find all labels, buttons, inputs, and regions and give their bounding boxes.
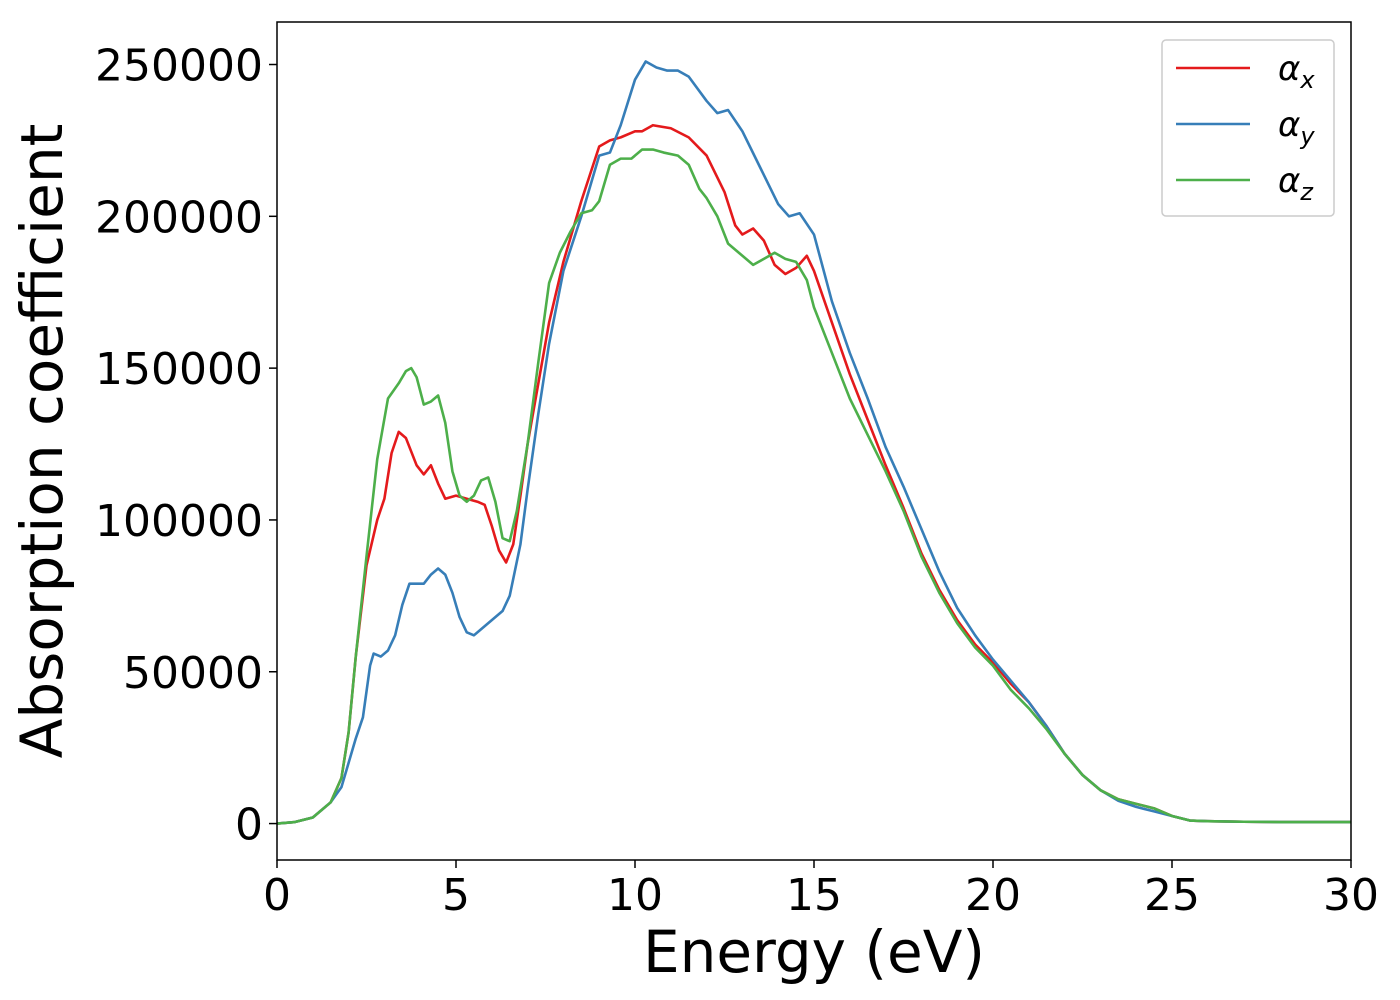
y-tick-label: 50000 — [123, 648, 263, 699]
y-tick-label: 100000 — [95, 496, 263, 547]
series-line-z — [277, 148, 1351, 825]
x-tick-label: 15 — [786, 870, 842, 921]
x-tick-label: 20 — [965, 870, 1021, 921]
x-tick-label: 25 — [1144, 870, 1200, 921]
x-tick-label: 5 — [442, 870, 470, 921]
legend-label-y: αy — [1278, 105, 1315, 150]
series-line-x — [277, 123, 1351, 825]
y-tick-label: 0 — [235, 800, 263, 851]
x-tick-label: 10 — [607, 870, 663, 921]
series-line-y — [277, 60, 1351, 825]
y-tick-label: 150000 — [95, 344, 263, 395]
x-axis-ticks: 0 5 10 15 20 25 30 — [263, 860, 1379, 921]
legend-label-z: αz — [1278, 161, 1314, 206]
y-tick-label: 250000 — [95, 41, 263, 92]
y-axis-title: Absorption coefficient — [8, 124, 76, 759]
plot-lines — [277, 60, 1351, 825]
y-tick-label: 200000 — [95, 192, 263, 243]
x-tick-label: 30 — [1323, 870, 1379, 921]
x-axis-title: Energy (eV) — [643, 918, 985, 986]
legend-label-x: αx — [1278, 49, 1315, 94]
y-axis-ticks: 0 50000 100000 150000 200000 250000 — [95, 41, 277, 851]
legend-frame — [1161, 39, 1335, 217]
x-tick-label: 0 — [263, 870, 291, 921]
legend: αx αy αz — [1161, 39, 1335, 217]
